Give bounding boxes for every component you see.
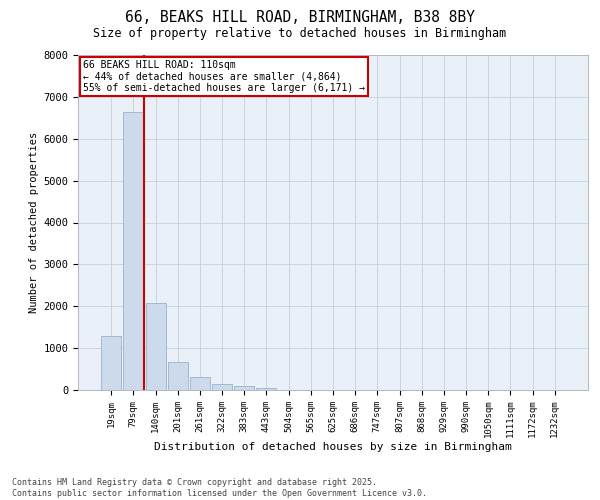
Bar — [256, 388, 277, 390]
Text: 66, BEAKS HILL ROAD, BIRMINGHAM, B38 8BY: 66, BEAKS HILL ROAD, BIRMINGHAM, B38 8BY — [125, 10, 475, 25]
Bar — [146, 303, 166, 390]
Bar — [168, 362, 188, 390]
Text: Contains HM Land Registry data © Crown copyright and database right 2025.
Contai: Contains HM Land Registry data © Crown c… — [12, 478, 427, 498]
Bar — [101, 336, 121, 390]
X-axis label: Distribution of detached houses by size in Birmingham: Distribution of detached houses by size … — [154, 442, 512, 452]
Bar — [124, 112, 143, 390]
Bar — [234, 386, 254, 390]
Text: 66 BEAKS HILL ROAD: 110sqm
← 44% of detached houses are smaller (4,864)
55% of s: 66 BEAKS HILL ROAD: 110sqm ← 44% of deta… — [83, 60, 365, 93]
Y-axis label: Number of detached properties: Number of detached properties — [29, 132, 39, 313]
Bar — [190, 378, 210, 390]
Bar — [212, 384, 232, 390]
Text: Size of property relative to detached houses in Birmingham: Size of property relative to detached ho… — [94, 28, 506, 40]
